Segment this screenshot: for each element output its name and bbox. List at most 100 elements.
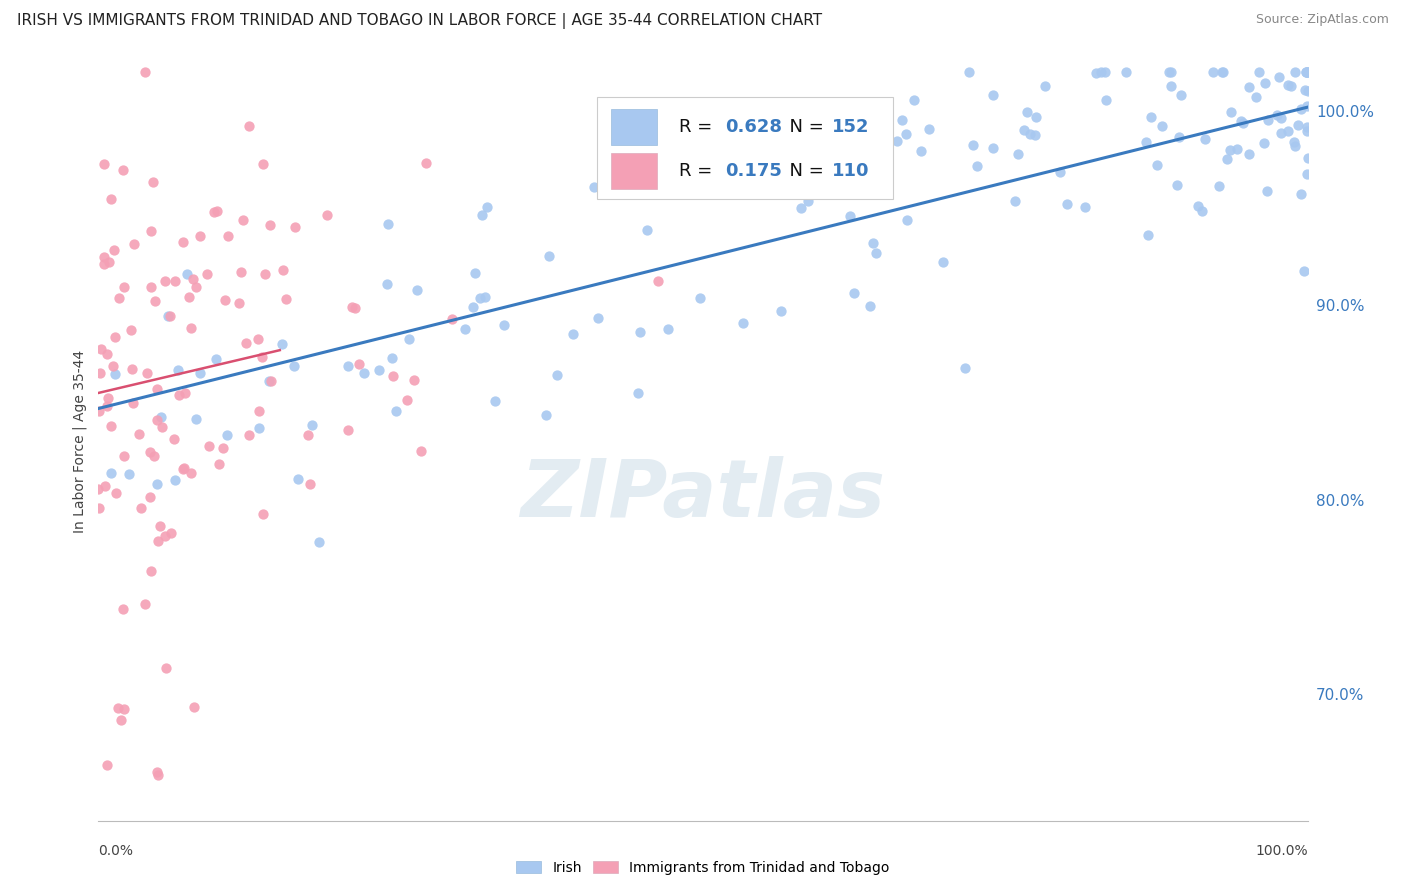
Point [343, 301, 366, 315]
Point [257, 375, 280, 389]
Point [149, 518, 172, 533]
Point [1187, 199, 1209, 213]
Point [1012, 122, 1035, 136]
Point [1170, 88, 1192, 103]
Point [842, 286, 865, 301]
Point [214, 293, 236, 307]
Point [381, 351, 404, 365]
Point [869, 130, 891, 145]
Point [404, 373, 426, 387]
Point [409, 443, 432, 458]
Point [202, 205, 225, 219]
Point [89, 403, 111, 417]
Point [896, 213, 918, 227]
Point [1090, 65, 1112, 79]
Point [689, 291, 711, 305]
Point [981, 87, 1004, 102]
Point [299, 477, 322, 491]
Point [1265, 108, 1288, 122]
Point [143, 293, 166, 308]
Point [839, 209, 862, 223]
Point [1019, 127, 1042, 141]
Point [1256, 184, 1278, 198]
Point [180, 466, 202, 480]
Point [381, 369, 404, 384]
Point [174, 385, 197, 400]
Point [484, 394, 506, 409]
Point [104, 329, 127, 343]
Text: R =: R = [679, 161, 718, 180]
Point [89, 366, 111, 380]
Point [145, 764, 167, 779]
Point [546, 368, 568, 383]
Point [1191, 203, 1213, 218]
Point [957, 65, 980, 79]
Point [87, 500, 110, 515]
Point [150, 420, 173, 434]
Point [891, 112, 914, 127]
Point [1033, 78, 1056, 93]
Point [1166, 178, 1188, 192]
Point [336, 423, 359, 437]
Point [153, 274, 176, 288]
Text: 152: 152 [832, 118, 870, 136]
Point [1135, 136, 1157, 150]
Point [103, 243, 125, 257]
Point [1296, 65, 1319, 79]
Point [100, 192, 122, 206]
Point [139, 564, 162, 578]
Point [1232, 116, 1254, 130]
Point [738, 158, 761, 172]
Point [122, 236, 145, 251]
Text: N =: N = [778, 118, 830, 136]
Point [1270, 111, 1292, 125]
Point [1194, 132, 1216, 146]
Point [165, 473, 187, 487]
Point [204, 352, 226, 367]
Point [1296, 120, 1319, 135]
Point [138, 491, 160, 505]
Point [146, 413, 169, 427]
Text: 110: 110 [832, 161, 870, 180]
Point [627, 385, 650, 400]
Point [108, 291, 131, 305]
Point [93, 256, 115, 270]
Point [1229, 114, 1251, 128]
Point [90, 343, 112, 357]
Point [1294, 263, 1316, 277]
Point [859, 299, 882, 313]
Point [145, 477, 167, 491]
Point [716, 130, 738, 145]
Point [415, 155, 437, 169]
Point [105, 486, 128, 500]
Point [121, 361, 143, 376]
Point [1160, 65, 1182, 79]
Point [1211, 65, 1233, 79]
Point [704, 185, 727, 199]
Point [1277, 124, 1299, 138]
Point [1168, 129, 1191, 144]
FancyBboxPatch shape [612, 153, 657, 189]
Point [1094, 65, 1116, 79]
Point [471, 208, 494, 222]
Point [228, 296, 250, 310]
Point [173, 462, 195, 476]
Point [842, 110, 865, 124]
Point [962, 137, 984, 152]
Point [398, 332, 420, 346]
Point [1049, 164, 1071, 178]
Point [135, 367, 157, 381]
Point [172, 235, 194, 249]
Point [1294, 83, 1316, 97]
Point [129, 501, 152, 516]
Point [217, 428, 239, 442]
Point [1282, 135, 1305, 149]
Point [733, 317, 755, 331]
Point [120, 322, 142, 336]
Point [146, 382, 169, 396]
Point [159, 310, 181, 324]
Point [100, 466, 122, 480]
Point [1160, 79, 1182, 94]
Point [845, 181, 868, 195]
Point [176, 267, 198, 281]
